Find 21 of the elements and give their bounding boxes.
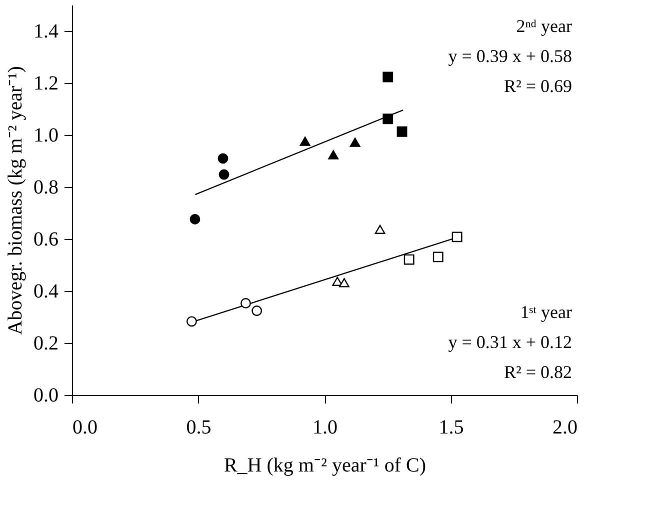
annotation: 2ⁿᵈ year (516, 16, 572, 36)
x-tick-label: 2.0 (552, 416, 578, 438)
y-axis-title: Abovegr. biomass (kg m⁻² year⁻¹) (4, 66, 26, 335)
annotation: R² = 0.82 (504, 362, 572, 382)
y-tick-label: 0.4 (34, 280, 58, 302)
x-tick-label: 0.0 (72, 416, 98, 438)
annotation: 1ˢᵗ year (520, 302, 572, 322)
y-tick-label: 0.0 (34, 384, 58, 406)
annotation: R² = 0.69 (504, 76, 572, 96)
annotation: y = 0.31 x + 0.12 (448, 332, 572, 352)
y-tick-label: 1.2 (34, 72, 58, 94)
y-tick-label: 1.0 (34, 124, 58, 146)
y-tick-label: 0.6 (34, 228, 58, 250)
y-tick-label: 0.8 (34, 176, 58, 198)
y-tick-label: 1.4 (34, 20, 58, 42)
x-tick-label: 1.0 (312, 416, 338, 438)
annotation: y = 0.39 x + 0.58 (448, 46, 572, 66)
x-axis-title: R_H (kg m⁻² year⁻¹ of C) (224, 454, 426, 476)
y-tick-label: 0.2 (34, 332, 58, 354)
x-tick-label: 0.5 (186, 416, 212, 438)
x-tick-label: 1.5 (438, 416, 464, 438)
